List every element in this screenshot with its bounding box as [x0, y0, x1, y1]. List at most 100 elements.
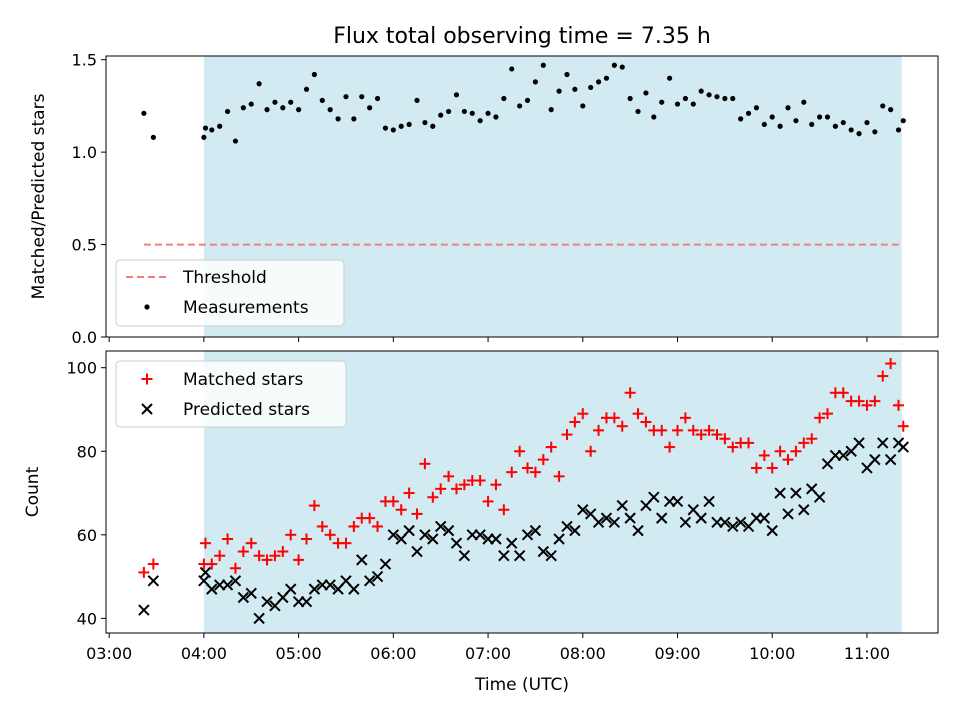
predicted-stars-point [253, 612, 265, 625]
predicted-stars-point [199, 566, 212, 579]
measurement-point [698, 88, 704, 94]
matched-stars-point [498, 504, 510, 516]
matched-stars-point [806, 433, 818, 445]
matched-stars-point [664, 441, 676, 453]
matched-stars-point [593, 424, 605, 436]
measurement-point [580, 103, 586, 109]
matched-stars-point [585, 445, 597, 457]
measurement-point [469, 110, 475, 116]
predicted-stars-point [782, 508, 794, 520]
predicted-stars-point [442, 524, 455, 537]
measurement-point [674, 101, 681, 107]
matched-stars-point [229, 562, 241, 574]
predicted-stars-point [403, 524, 415, 537]
measurement-point [785, 105, 791, 111]
measurement-point [327, 107, 333, 113]
matched-stars-point [138, 566, 150, 578]
measurement-point [809, 121, 815, 128]
matched-stars-point [577, 408, 589, 420]
predicted-stars-point [758, 512, 771, 524]
measurement-point [272, 99, 278, 105]
measurement-point [848, 127, 854, 133]
predicted-stars-point [813, 491, 826, 503]
predicted-stars-point [766, 524, 778, 537]
matched-stars-point [514, 445, 526, 457]
matched-stars-point [443, 470, 455, 482]
measurement-point [217, 123, 223, 129]
matched-stars-point [435, 483, 447, 495]
x-tick-label: 04:00 [181, 644, 227, 663]
matched-stars-point [395, 504, 407, 516]
measurement-point [667, 75, 673, 81]
matched-stars-point [458, 479, 470, 491]
matched-stars-point [893, 399, 905, 411]
measurement-point [900, 118, 906, 124]
predicted-stars-point [371, 570, 384, 583]
measurement-point [595, 79, 602, 85]
predicted-stars-point [490, 533, 502, 545]
y-axis-ticks-bottom: 40 60 80 100 [66, 359, 106, 628]
y-tick-label: 0.5 [72, 236, 97, 255]
matched-stars-point [561, 429, 573, 441]
measurement-point [493, 114, 499, 120]
predicted-stars-point [632, 524, 644, 537]
predicted-stars-point [261, 595, 273, 608]
chart-title: Flux total observing time = 7.35 h [333, 24, 711, 49]
matched-stars-point [545, 441, 557, 453]
predicted-stars-point [884, 453, 897, 466]
legend-bottom: Matched stars Predicted stars [115, 360, 347, 428]
measurement-point [359, 94, 365, 100]
measurement-point [690, 101, 696, 107]
matched-stars-point [324, 529, 336, 541]
measurement-point [532, 79, 539, 85]
predicted-stars-point [450, 537, 463, 549]
measurement-point [745, 110, 752, 116]
measurement-point [414, 97, 420, 103]
predicted-stars-point [363, 575, 376, 587]
measurement-point [635, 108, 641, 115]
matched-stars-point [711, 429, 723, 441]
matched-stars-point [522, 462, 534, 474]
matched-stars-point [237, 546, 249, 558]
legend-top: Threshold Measurements [115, 259, 345, 327]
y-tick-label: 1.0 [72, 143, 97, 162]
x-tick-label: 06:00 [370, 644, 416, 663]
matched-stars-point [529, 466, 541, 478]
matched-stars-point [616, 420, 628, 432]
matched-stars-point [245, 537, 257, 549]
measurement-point [264, 107, 270, 113]
measurement-point [311, 71, 317, 78]
predicted-stars-point [561, 520, 573, 533]
predicted-stars-point [147, 575, 160, 587]
measurement-point [777, 123, 783, 129]
y-axis-ticks-top: 0.0 0.5 1.0 1.5 [72, 51, 106, 347]
measurement-point [461, 108, 467, 115]
matched-stars-point [656, 424, 668, 436]
y-axis-label-bottom: Count [23, 466, 43, 517]
y-tick-label: 80 [77, 442, 97, 461]
matched-stars-point [869, 395, 881, 407]
predicted-stars-point [474, 529, 486, 541]
matched-stars-point [897, 420, 909, 432]
ratio-panel: 0.0 0.5 1.0 1.5 Matched/Predicted stars Thr… [29, 51, 939, 347]
matched-stars-point [340, 537, 352, 549]
matched-marker [141, 373, 153, 385]
predicted-stars-point [798, 504, 810, 516]
matched-stars-point [821, 408, 833, 420]
measurement-point [141, 110, 147, 116]
legend-predicted-label: Predicted stars [183, 400, 310, 420]
matched-stars-point [147, 558, 159, 570]
predicted-stars-point [229, 575, 242, 587]
measurement-point [351, 116, 357, 122]
predicted-stars-point [434, 520, 447, 533]
legend-top-box [115, 259, 345, 327]
measurement-point [438, 112, 444, 118]
predicted-stars-point [679, 516, 692, 528]
x-tick-label: 09:00 [654, 644, 700, 663]
predicted-stars-point [506, 537, 518, 549]
measurement-point [367, 105, 373, 111]
matched-stars-point [277, 546, 289, 558]
measurement-point [501, 95, 507, 102]
measurement-point [540, 62, 546, 68]
